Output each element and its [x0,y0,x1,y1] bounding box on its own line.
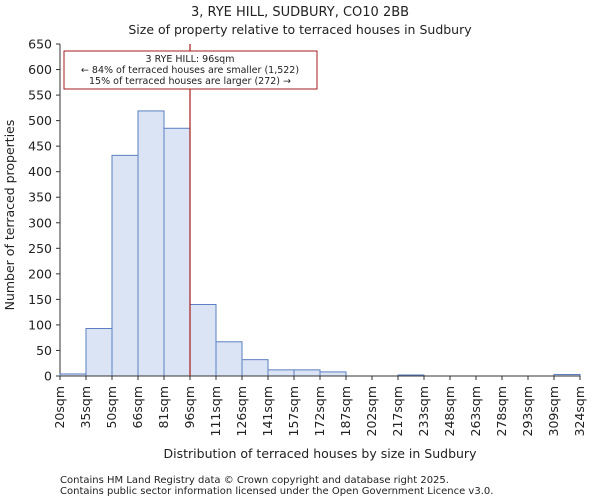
x-tick-label: 66sqm [130,386,145,429]
y-axis-label: Number of terraced properties [2,120,17,311]
x-tick-label: 126sqm [234,386,249,436]
x-tick-label: 263sqm [468,386,483,436]
chart-subtitle: Size of property relative to terraced ho… [128,22,472,37]
bar [241,359,269,377]
x-tick-label: 96sqm [182,386,197,429]
x-tick-label: 248sqm [442,386,457,436]
footer-line-1: Contains HM Land Registry data © Crown c… [60,475,449,486]
x-tick-label: 293sqm [520,386,535,436]
x-tick-label: 157sqm [286,386,301,436]
y-tick-label: 200 [28,266,52,281]
x-tick-label: 35sqm [78,386,93,429]
annotation-box [63,50,318,90]
y-tick-label: 250 [28,241,52,256]
annotation-line-3: 15% of terraced houses are larger (272) … [89,76,291,87]
footer-line-2: Contains public sector information licen… [60,486,493,497]
bar [293,369,321,377]
y-tick-label: 450 [28,139,52,154]
y-tick-label: 300 [28,215,52,230]
annotation-line-2: ← 84% of terraced houses are smaller (1,… [81,65,299,76]
x-tick-label: 324sqm [572,386,587,436]
x-tick-label: 202sqm [364,386,379,436]
y-axis: 0 50 100 150 200 250 300 350 400 450 500 550 600 650 [28,37,61,384]
bar [137,110,165,377]
chart-title: 3, RYE HILL, SUDBURY, CO10 2BB [191,5,409,20]
bar [111,154,139,377]
x-axis-label: Distribution of terraced houses by size … [164,446,478,461]
y-tick-label: 650 [28,37,52,52]
x-tick-label: 111sqm [208,386,223,436]
x-tick-label: 81sqm [156,386,171,429]
x-tick-label: 50sqm [104,386,119,429]
y-tick-label: 100 [28,317,52,332]
x-tick-label: 233sqm [416,386,431,436]
bar [163,127,191,377]
y-tick-label: 350 [28,190,52,205]
bar [215,341,243,377]
y-tick-label: 550 [28,88,52,103]
annotation-line-1: 3 RYE HILL: 96sqm [146,54,235,65]
x-tick-label: 141sqm [260,386,275,436]
y-tick-label: 50 [36,343,52,358]
x-tick-label: 187sqm [338,386,353,436]
y-tick-label: 400 [28,164,52,179]
x-tick-label: 309sqm [546,386,561,436]
y-tick-label: 150 [28,292,52,307]
bar [85,327,113,377]
x-tick-label: 20sqm [52,386,67,429]
bars [59,110,581,377]
bar [189,303,217,377]
x-tick-label: 278sqm [494,386,509,436]
y-tick-label: 600 [28,62,52,77]
x-tick-label: 172sqm [312,386,327,436]
x-tick-label: 217sqm [390,386,405,436]
bar [319,371,347,377]
y-tick-label: 0 [44,369,52,384]
bar [267,369,295,377]
x-axis: 20sqm 35sqm 50sqm 66sqm 81sqm 96sqm 111sqm 126s… [52,375,587,436]
y-tick-label: 500 [28,113,52,128]
